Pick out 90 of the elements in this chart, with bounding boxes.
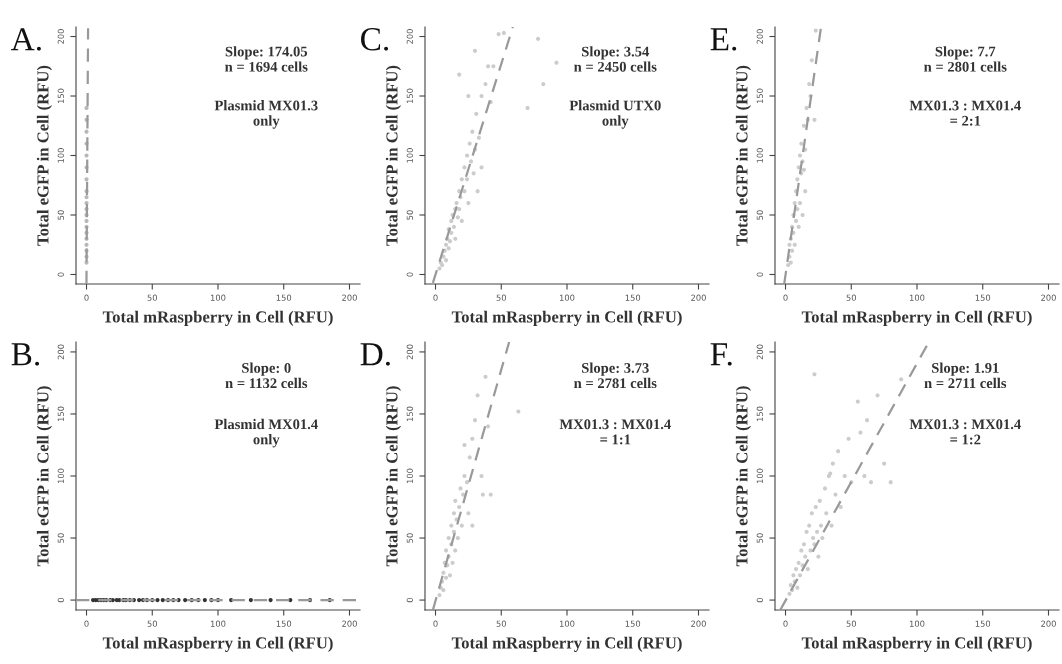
annotation: Slope: 7.7 n = 2801 cells <box>924 46 1007 72</box>
y-tick-label: 100 <box>756 148 763 163</box>
annotation: Plasmid UTX0 only <box>569 100 661 129</box>
y-tick-label: 150 <box>406 406 413 421</box>
y-tick-label: 100 <box>57 148 64 163</box>
annotation: MX01.3 : MX01.4 = 1:1 <box>559 419 671 445</box>
x-tick-label: 50 <box>147 294 158 301</box>
chart-title: F. <box>710 343 732 366</box>
annotation: Plasmid MX01.3 only <box>214 100 318 129</box>
y-tick-label: 50 <box>406 210 413 220</box>
y-axis-title: Total eGFP in Cell (RFU) <box>735 65 751 246</box>
y-tick-label: 150 <box>756 406 763 421</box>
y-tick-label: 150 <box>756 88 763 104</box>
y-tick-label: 150 <box>406 88 413 104</box>
x-tick-label: 200 <box>1041 294 1056 301</box>
y-tick-label: 50 <box>406 533 413 543</box>
y-tick-label: 0 <box>57 597 64 603</box>
chart-title: A. <box>11 28 41 51</box>
x-tick-label: 100 <box>909 294 925 301</box>
y-tick-label: 50 <box>57 210 64 220</box>
x-axis-title: Total mRaspberry in Cell (RFU) <box>801 310 1032 326</box>
y-tick-label: 200 <box>756 344 763 360</box>
x-tick-label: 100 <box>559 620 575 627</box>
x-axis-title: Total mRaspberry in Cell (RFU) <box>451 636 682 652</box>
x-tick-label: 100 <box>210 620 226 627</box>
annotation: Slope: 3.73 n = 2781 cells <box>574 362 657 389</box>
x-tick-label: 0 <box>84 294 89 301</box>
y-tick-label: 0 <box>57 272 64 277</box>
y-axis-title: Total eGFP in Cell (RFU) <box>36 65 52 246</box>
x-tick-label: 0 <box>433 294 438 301</box>
x-tick-label: 50 <box>496 620 507 627</box>
y-tick-label: 0 <box>406 272 413 277</box>
annotation: Slope: 1.91 n = 2711 cells <box>924 362 1007 389</box>
x-axis-title: Total mRaspberry in Cell (RFU) <box>102 310 333 326</box>
x-axis-title: Total mRaspberry in Cell (RFU) <box>801 636 1032 652</box>
x-tick-label: 100 <box>210 294 226 301</box>
y-tick-label: 200 <box>756 29 763 44</box>
x-tick-label: 50 <box>846 294 857 301</box>
x-tick-label: 150 <box>975 620 991 627</box>
x-tick-label: 0 <box>783 620 788 627</box>
x-tick-label: 200 <box>691 294 706 301</box>
x-tick-label: 50 <box>496 294 507 301</box>
annotation: Slope: 3.54 n = 2450 cells <box>574 46 657 72</box>
y-tick-label: 200 <box>57 344 64 360</box>
annotation: Plasmid MX01.4 only <box>214 418 318 448</box>
y-tick-label: 50 <box>756 533 763 543</box>
y-tick-label: 150 <box>57 406 64 421</box>
y-tick-label: 100 <box>406 148 413 163</box>
x-tick-label: 50 <box>846 620 857 627</box>
x-tick-label: 0 <box>433 620 438 627</box>
y-tick-label: 150 <box>57 88 64 104</box>
y-tick-label: 50 <box>756 210 763 220</box>
x-tick-label: 50 <box>147 620 158 627</box>
y-tick-label: 0 <box>756 272 763 277</box>
chart-title: C. <box>361 28 389 51</box>
x-tick-label: 200 <box>342 294 357 301</box>
chart-title: D. <box>360 343 390 366</box>
y-tick-label: 100 <box>57 468 64 484</box>
chart-title: E. <box>710 28 737 51</box>
x-tick-label: 0 <box>783 294 788 301</box>
y-axis-title: Total eGFP in Cell (RFU) <box>385 386 401 567</box>
annotation: Slope: 0 n = 1132 cells <box>225 362 308 389</box>
x-tick-label: 150 <box>625 620 641 627</box>
x-axis-title: Total mRaspberry in Cell (RFU) <box>102 636 333 652</box>
x-tick-label: 150 <box>975 294 991 301</box>
x-tick-label: 100 <box>559 294 575 301</box>
y-tick-label: 50 <box>57 533 64 543</box>
x-axis-title: Total mRaspberry in Cell (RFU) <box>451 310 682 326</box>
chart-title: B. <box>11 343 40 366</box>
y-axis-title: Total eGFP in Cell (RFU) <box>735 386 751 567</box>
x-tick-label: 200 <box>1041 620 1056 627</box>
x-tick-label: 100 <box>909 620 925 627</box>
x-tick-label: 200 <box>342 620 357 627</box>
x-tick-label: 150 <box>625 294 641 301</box>
annotation: MX01.3 : MX01.4 = 2:1 <box>909 100 1021 126</box>
annotation: MX01.3 : MX01.4 = 1:2 <box>909 419 1021 445</box>
x-tick-label: 150 <box>276 294 292 301</box>
y-tick-label: 0 <box>406 597 413 603</box>
x-tick-label: 150 <box>276 620 292 627</box>
y-tick-label: 100 <box>406 468 413 484</box>
y-axis-title: Total eGFP in Cell (RFU) <box>385 65 401 246</box>
x-tick-label: 200 <box>691 620 706 627</box>
annotation: Slope: 174.05 n = 1694 cells <box>225 46 308 72</box>
y-tick-label: 200 <box>406 29 413 44</box>
y-tick-label: 200 <box>406 344 413 360</box>
y-tick-label: 200 <box>57 29 64 44</box>
y-tick-label: 0 <box>756 597 763 603</box>
y-axis-title: Total eGFP in Cell (RFU) <box>36 386 52 567</box>
x-tick-label: 0 <box>84 620 89 627</box>
y-tick-label: 100 <box>756 468 763 484</box>
